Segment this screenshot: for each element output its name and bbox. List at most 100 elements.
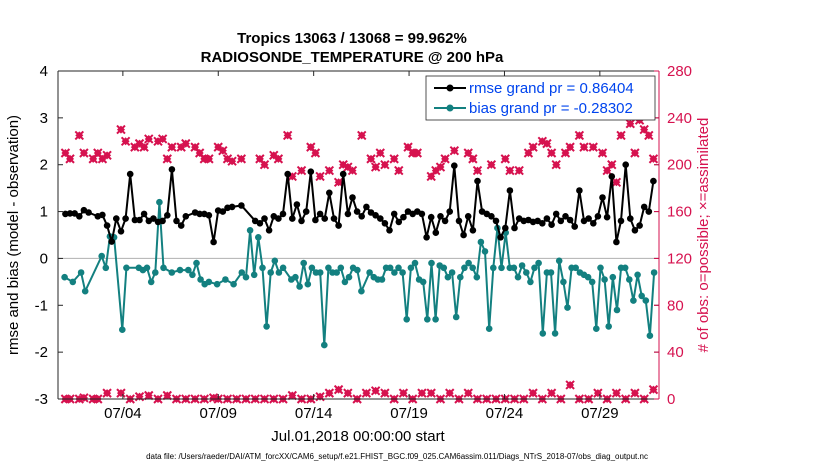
obs-assimilated-marker: [162, 390, 172, 401]
legend-bias-marker: [446, 104, 454, 112]
rmse-point: [590, 220, 597, 227]
obs-assimilated-marker: [102, 388, 112, 398]
bias-point: [185, 266, 192, 274]
rmse-point: [113, 215, 120, 222]
rmse-point: [131, 216, 139, 224]
legend-rmse-marker: [446, 84, 454, 92]
bias-point: [428, 259, 435, 267]
rmse-point: [76, 213, 83, 220]
obs-count-marker: [611, 177, 622, 187]
rmse-point: [650, 177, 657, 185]
rmse-point: [617, 217, 625, 225]
rmse-point: [585, 215, 592, 222]
bias-point: [490, 264, 497, 272]
bias-point: [246, 227, 254, 234]
obs-count-marker: [542, 138, 552, 149]
obs-count-marker: [579, 142, 589, 152]
bias-point: [98, 252, 105, 260]
legend-bias-label: bias grand pr = -0.28302: [469, 100, 633, 117]
rmse-point: [177, 222, 185, 229]
obs-count-marker: [315, 171, 325, 182]
rmse-point: [136, 216, 143, 224]
rmse-point: [99, 211, 106, 219]
bias-point: [259, 264, 266, 272]
obs-count-marker: [65, 154, 75, 164]
obs-count-marker: [296, 165, 307, 176]
rmse-point: [627, 215, 634, 222]
rmse-point: [502, 224, 509, 232]
rmse-point: [372, 212, 379, 219]
rmse-point: [548, 221, 555, 228]
obs-count-marker: [236, 154, 247, 164]
bias-point: [242, 273, 250, 281]
rmse-point: [400, 213, 407, 221]
bias-point: [275, 269, 283, 276]
bias-point: [630, 297, 637, 304]
bias-point: [176, 266, 184, 274]
bias-point: [424, 316, 431, 323]
bias-point: [642, 297, 650, 304]
rmse-point: [344, 210, 352, 218]
rmse-point: [298, 217, 305, 225]
data-file-footer: data file: /Users/raeder/DAI/ATM_forcXX/…: [146, 452, 648, 461]
chart-subtitle: RADIOSONDE_TEMPERATURE @ 200 hPa: [201, 49, 504, 66]
obs-count-marker: [551, 160, 561, 170]
bias-point: [469, 264, 477, 272]
bias-point: [69, 278, 77, 286]
rmse-point: [613, 238, 620, 246]
obs-assimilated-marker: [445, 388, 455, 398]
obs-assimilated-marker: [324, 388, 335, 398]
obs-count-marker: [630, 148, 640, 158]
obs-count-marker: [380, 160, 390, 170]
rmse-point: [210, 238, 217, 246]
bias-point: [222, 276, 229, 283]
rmse-point: [173, 217, 180, 225]
rmse-point: [594, 213, 602, 220]
obs-count-marker: [588, 142, 598, 152]
obs-count-marker: [546, 148, 557, 158]
obs-count-marker: [607, 160, 617, 170]
rmse-point: [640, 203, 648, 211]
bias-point: [518, 262, 526, 269]
rmse-point: [437, 213, 444, 220]
rmse-point: [284, 170, 292, 178]
rmse-point: [321, 215, 329, 222]
chart-title: Tropics 13063 / 13068 = 99.962%: [237, 30, 467, 47]
obs-count-marker: [616, 130, 626, 141]
y-axis-label: rmse and bias (model - observation): [5, 115, 22, 355]
bias-point: [634, 271, 641, 279]
bias-point: [81, 287, 89, 295]
rmse-point: [335, 222, 342, 229]
rmse-point: [302, 208, 310, 215]
bias-point: [584, 273, 592, 281]
bias-point: [547, 269, 555, 276]
bias-point: [613, 306, 621, 314]
rmse-point: [168, 166, 176, 173]
bias-point: [539, 330, 547, 337]
obs-count-marker: [574, 130, 585, 141]
bias-point: [156, 198, 163, 206]
bias-point: [354, 266, 361, 274]
right-tick-label: 240: [667, 110, 692, 127]
x-tick-label: 07/24: [486, 405, 524, 422]
obs-count-marker: [440, 154, 450, 164]
rmse-point: [552, 210, 560, 218]
rmse-point: [103, 222, 111, 229]
bias-point: [147, 278, 155, 286]
rmse-point: [150, 215, 157, 222]
obs-assimilated-marker: [79, 393, 89, 403]
bias-point: [444, 273, 452, 281]
rmse-point: [432, 229, 440, 236]
bias-point: [337, 264, 345, 272]
rmse-series: [62, 161, 657, 246]
rmse-point: [451, 162, 458, 169]
bias-point: [254, 234, 262, 241]
bias-point: [378, 276, 386, 283]
obs-count-marker: [120, 136, 131, 146]
bias-point: [189, 271, 196, 279]
rmse-point: [492, 217, 500, 225]
bias-point: [621, 264, 629, 272]
bias-point: [345, 273, 353, 281]
obs-assimilated-marker: [361, 388, 372, 398]
rmse-point: [126, 170, 134, 178]
